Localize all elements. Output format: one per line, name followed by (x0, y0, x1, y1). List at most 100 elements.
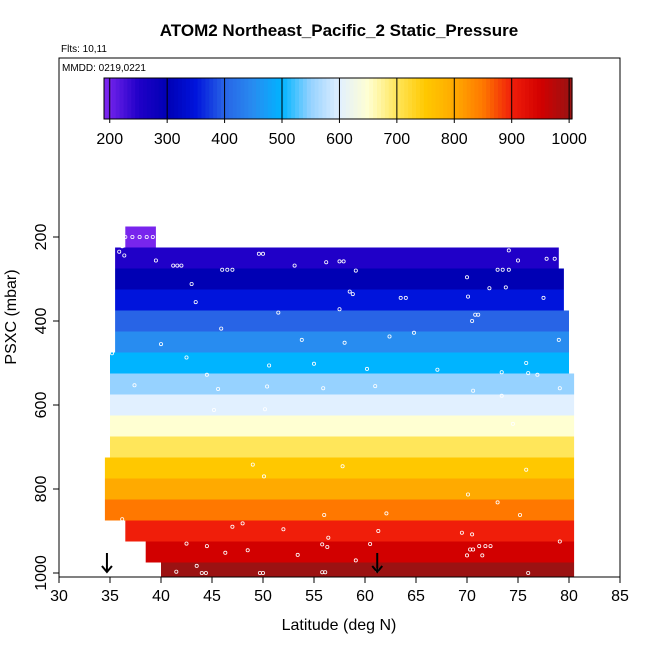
data-marker (199, 571, 204, 576)
heat-band-500 (110, 352, 569, 374)
data-marker (462, 239, 467, 244)
data-marker (117, 249, 122, 254)
data-marker (459, 530, 464, 535)
data-marker (262, 407, 267, 412)
heat-band-300 (115, 268, 564, 290)
data-marker (440, 240, 445, 245)
colorbar-cell (513, 78, 518, 119)
colorbar-cell (365, 78, 370, 119)
colorbar-cell (154, 78, 160, 119)
data-marker (506, 248, 511, 253)
data-marker (189, 281, 194, 286)
colorbar-cell (135, 78, 140, 119)
heat-band-850 (104, 499, 575, 521)
x-tick-label: 75 (509, 588, 527, 605)
colorbar-cell (540, 78, 546, 119)
data-marker (477, 544, 482, 549)
colorbar-cell (494, 78, 499, 119)
colorbar-cell (345, 78, 351, 119)
data-marker (120, 517, 125, 522)
data-marker (470, 318, 475, 323)
data-marker (299, 337, 304, 342)
heat-band-900 (125, 520, 575, 542)
data-marker (556, 337, 561, 342)
colorbar-cell (490, 78, 495, 119)
colorbar-cell (400, 78, 405, 119)
data-marker (323, 570, 328, 575)
data-marker (495, 267, 500, 272)
colorbar-cell (326, 78, 331, 119)
colorbar-cell (338, 78, 343, 119)
colorbar-cell (131, 78, 136, 119)
colorbar-cell (162, 78, 167, 119)
data-marker (295, 552, 300, 557)
data-marker (225, 267, 230, 272)
data-marker (184, 541, 189, 546)
colorbar-cell (416, 78, 421, 119)
heat-band-600 (110, 394, 575, 416)
data-marker (311, 361, 316, 366)
colorbar-cell (435, 78, 440, 119)
data-marker (488, 544, 493, 549)
colorbar-cell (439, 78, 444, 119)
colorbar-cell (143, 78, 148, 119)
data-marker (292, 263, 297, 268)
data-markers (110, 234, 562, 576)
colorbar-cell (256, 78, 261, 119)
colorbar-cell (295, 78, 300, 119)
colorbar-cell (275, 78, 281, 119)
data-marker (265, 384, 270, 389)
data-marker (535, 372, 540, 377)
data-marker (499, 393, 504, 398)
data-marker (465, 294, 470, 299)
data-marker (499, 370, 504, 375)
data-marker (526, 571, 531, 576)
colorbar-cell (501, 78, 507, 119)
x-tick-label: 70 (458, 588, 476, 605)
colorbar-cell (221, 78, 226, 119)
colorbar-cell (189, 78, 195, 119)
colorbar: 200 300 400 500 600 700 800 900 1000 (96, 77, 587, 148)
colorbar-cell (392, 78, 398, 119)
colorbar-tick-label: 500 (269, 131, 296, 148)
flights-label: Flts: 10,11 (61, 44, 107, 55)
colorbar-cell (533, 78, 538, 119)
data-marker (245, 548, 250, 553)
data-marker (260, 251, 265, 256)
colorbar-cell (178, 78, 183, 119)
colorbar-cell (505, 78, 511, 119)
heat-band-650 (110, 415, 575, 437)
colorbar-cell (201, 78, 206, 119)
data-marker (322, 513, 327, 518)
colorbar-tick-label: 300 (154, 131, 181, 148)
colorbar-cell (419, 78, 425, 119)
heat-band-800 (104, 478, 575, 500)
data-marker (340, 464, 345, 469)
data-marker (373, 384, 378, 389)
colorbar-cell (252, 78, 257, 119)
heat-band-1000 (161, 562, 575, 577)
colorbar-cell (427, 78, 433, 119)
data-marker (123, 234, 128, 239)
data-marker (544, 256, 549, 261)
colorbar-tick-label: 400 (211, 131, 238, 148)
data-marker (150, 234, 155, 239)
colorbar-cell (536, 78, 542, 119)
colorbar-cell (521, 78, 526, 119)
data-marker (476, 312, 481, 317)
data-marker (347, 289, 352, 294)
arrow-head (371, 565, 384, 574)
data-marker (324, 260, 329, 265)
data-marker (250, 462, 255, 467)
data-marker (552, 256, 557, 261)
colorbar-cell (228, 78, 234, 119)
colorbar-cell (388, 78, 394, 119)
data-marker (256, 251, 261, 256)
data-marker (341, 259, 346, 264)
colorbar-cell (158, 78, 164, 119)
x-axis-label: Latitude (deg N) (282, 617, 397, 634)
data-marker (557, 386, 562, 391)
x-tick-label: 40 (152, 588, 170, 605)
colorbar-cell (104, 78, 109, 119)
colorbar-cell (462, 78, 468, 119)
